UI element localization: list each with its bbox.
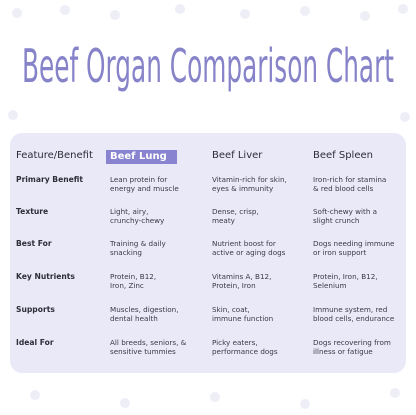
table-cell: Protein, Iron, B12, Selenium bbox=[313, 272, 378, 290]
row-label: Best For bbox=[16, 239, 52, 248]
table-cell: Vitamins A, B12, Protein, Iron bbox=[212, 272, 272, 290]
table-cell: Dense, crisp, meaty bbox=[212, 207, 259, 225]
table-cell: Soft-chewy with a slight crunch bbox=[313, 207, 378, 225]
table-cell: Iron-rich for stamina & red blood cells bbox=[313, 175, 387, 193]
paw-decoration bbox=[390, 388, 400, 398]
table-panel bbox=[10, 133, 406, 373]
row-label: Supports bbox=[16, 305, 55, 314]
row-label: Ideal For bbox=[16, 338, 54, 347]
table-cell: Vitamin-rich for skin, eyes & immunity bbox=[212, 175, 287, 193]
paw-decoration bbox=[110, 10, 120, 20]
column-header: Beef Liver bbox=[212, 150, 263, 161]
table-cell: Training & daily snacking bbox=[110, 239, 166, 257]
table-cell: Protein, B12, Iron, Zinc bbox=[110, 272, 157, 290]
paw-decoration bbox=[30, 390, 40, 400]
table-cell: Picky eaters, performance dogs bbox=[212, 338, 278, 356]
paw-decoration bbox=[210, 392, 220, 402]
row-label: Key Nutrients bbox=[16, 272, 75, 281]
column-header: Beef Spleen bbox=[313, 150, 373, 161]
paw-decoration bbox=[398, 4, 408, 14]
paw-decoration bbox=[300, 6, 310, 16]
title: Beef Organ Comparison Chart bbox=[22, 39, 394, 93]
title-area: Beef Organ Comparison Chart bbox=[22, 39, 394, 93]
paw-decoration bbox=[400, 112, 410, 122]
table-cell: Dogs needing immune or iron support bbox=[313, 239, 395, 257]
table-cell: Lean protein for energy and muscle bbox=[110, 175, 179, 193]
paw-decoration bbox=[60, 5, 70, 15]
column-header: Feature/Benefit bbox=[16, 150, 93, 161]
paw-decoration bbox=[360, 11, 370, 21]
table-cell: Immune system, red blood cells, enduranc… bbox=[313, 305, 395, 323]
table-cell: Light, airy, crunchy-chewy bbox=[110, 207, 165, 225]
table-cell: All breeds, seniors, & sensitive tummies bbox=[110, 338, 187, 356]
table-cell: Nutrient boost for active or aging dogs bbox=[212, 239, 286, 257]
paw-decoration bbox=[120, 398, 130, 408]
paw-decoration bbox=[240, 9, 250, 19]
table-cell: Muscles, digestion, dental health bbox=[110, 305, 179, 323]
table-cell: Skin, coat, immune function bbox=[212, 305, 274, 323]
column-header: Beef Lung bbox=[106, 150, 177, 164]
row-label: Primary Benefit bbox=[16, 175, 84, 184]
paw-decoration bbox=[175, 4, 185, 14]
row-label: Texture bbox=[16, 207, 49, 216]
paw-decoration bbox=[12, 8, 22, 18]
paw-decoration bbox=[300, 399, 310, 409]
paw-decoration bbox=[8, 110, 18, 120]
table-cell: Dogs recovering from illness or fatigue bbox=[313, 338, 391, 356]
